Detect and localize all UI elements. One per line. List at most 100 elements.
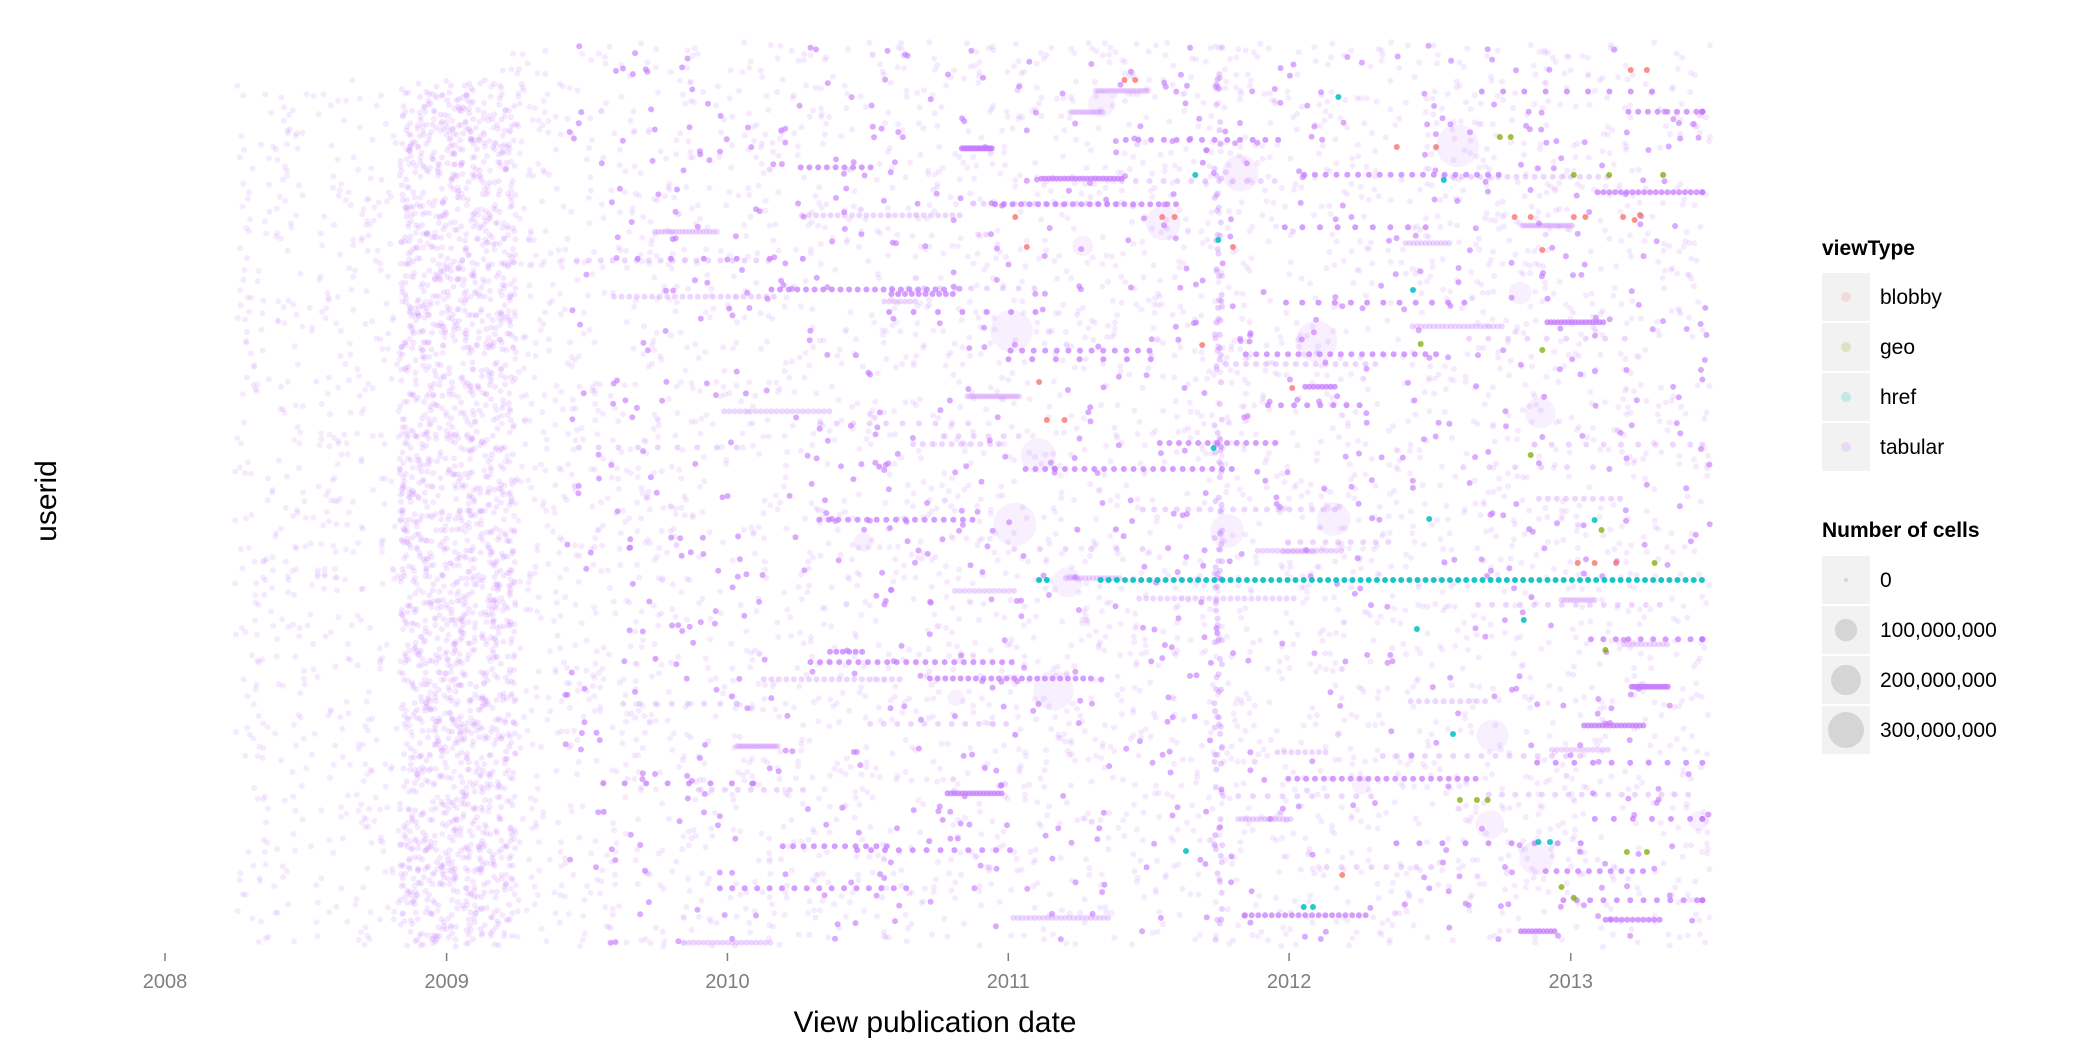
- tabular-point: [895, 121, 902, 128]
- tabular-point: [238, 624, 245, 631]
- tabular-point: [542, 71, 549, 77]
- tabular-point: [746, 110, 753, 117]
- tabular-point: [977, 808, 984, 815]
- tabular-point: [1458, 305, 1465, 312]
- tabular-point: [820, 337, 827, 344]
- tabular-point: [573, 259, 580, 266]
- tabular-point: [434, 605, 441, 612]
- tabular-point: [642, 729, 649, 736]
- tabular-point: [335, 192, 342, 199]
- tabular-point: [971, 175, 977, 182]
- tabular-point: [704, 272, 711, 279]
- tabular-point: [336, 187, 343, 194]
- tabular-point: [518, 81, 525, 88]
- tabular-point: [1034, 319, 1041, 326]
- tabular-point: [355, 540, 362, 547]
- tabular-point: [1594, 742, 1601, 748]
- tabular-point: [1503, 870, 1510, 877]
- tabular-point: [1362, 758, 1369, 765]
- tabular-point: [824, 849, 830, 855]
- tabular-point: [909, 233, 916, 240]
- tabular-point: [912, 274, 919, 281]
- tabular-point: [602, 904, 609, 911]
- tabular-point: [1103, 442, 1110, 449]
- tabular-point: [1561, 70, 1568, 77]
- tabular-point: [448, 669, 455, 676]
- tabular-point: [1468, 814, 1474, 821]
- tabular-point: [1629, 298, 1636, 305]
- tabular-point: [526, 570, 533, 577]
- tabular-point: [1662, 399, 1669, 406]
- tabular-point: [1278, 943, 1285, 949]
- tabular-point: [1688, 842, 1695, 849]
- tabular-point: [851, 188, 858, 195]
- tabular-point: [1019, 278, 1026, 285]
- tabular-point: [1155, 790, 1162, 797]
- tabular-point: [1563, 508, 1569, 515]
- tabular-point: [1252, 902, 1259, 908]
- tabular-point: [517, 478, 524, 485]
- tabular-point: [1589, 300, 1596, 307]
- tabular-point: [1304, 788, 1311, 794]
- tabular-point: [1670, 393, 1677, 400]
- tabular-point: [1161, 458, 1168, 465]
- tabular-point: [781, 303, 788, 310]
- tabular-point: [1642, 81, 1649, 88]
- tabular-point: [956, 176, 963, 183]
- tabular-point: [534, 785, 541, 792]
- tabular-point: [1683, 801, 1690, 808]
- tabular-point: [1354, 266, 1361, 273]
- tabular-point: [412, 305, 419, 312]
- tabular-point: [976, 537, 983, 544]
- tabular-point: [1434, 213, 1441, 220]
- tabular-point: [329, 476, 336, 483]
- tabular-point: [1234, 554, 1241, 560]
- tabular-point: [498, 872, 505, 878]
- tabular-point: [1534, 780, 1541, 787]
- tabular-point: [1636, 890, 1643, 897]
- tabular-point: [567, 742, 574, 749]
- tabular-point: [1044, 812, 1050, 819]
- tabular-point: [598, 108, 605, 115]
- tabular-point: [1347, 461, 1353, 468]
- tabular-point: [1627, 114, 1634, 121]
- tabular-point: [293, 311, 300, 318]
- tabular-point: [891, 460, 898, 467]
- tabular-point: [854, 582, 861, 589]
- tabular-point: [1329, 394, 1335, 401]
- tabular-point: [1328, 827, 1335, 834]
- tabular-point: [1533, 401, 1540, 408]
- tabular-point: [882, 934, 889, 941]
- tabular-point: [809, 442, 816, 448]
- tabular-point: [983, 406, 990, 413]
- scatter-points: [232, 39, 1713, 950]
- tabular-point: [1613, 263, 1620, 270]
- tabular-point: [634, 881, 641, 888]
- tabular-point: [234, 315, 241, 321]
- tabular-point: [1284, 570, 1291, 577]
- tabular-point: [1013, 704, 1020, 711]
- tabular-point: [759, 73, 766, 80]
- tabular-point: [1240, 491, 1247, 498]
- tabular-point: [1026, 781, 1033, 788]
- tabular-point: [1651, 486, 1658, 493]
- tabular-point: [277, 235, 284, 242]
- tabular-point: [552, 910, 559, 917]
- tabular-point: [1021, 359, 1028, 366]
- tabular-point: [341, 576, 348, 583]
- tabular-point: [1551, 749, 1558, 756]
- tabular-point: [517, 745, 524, 751]
- tabular-point: [622, 794, 629, 801]
- tabular-point: [1647, 742, 1654, 749]
- tabular-point: [281, 320, 288, 327]
- tabular-point: [688, 927, 695, 934]
- tabular-point: [1681, 746, 1688, 753]
- tabular-point: [748, 649, 755, 656]
- tabular-point: [679, 91, 686, 98]
- tabular-point: [309, 324, 316, 331]
- tabular-point: [1604, 131, 1611, 138]
- tabular-point: [1598, 596, 1605, 603]
- tabular-point: [331, 475, 338, 481]
- tabular-point: [635, 752, 641, 759]
- tabular-point: [699, 509, 706, 516]
